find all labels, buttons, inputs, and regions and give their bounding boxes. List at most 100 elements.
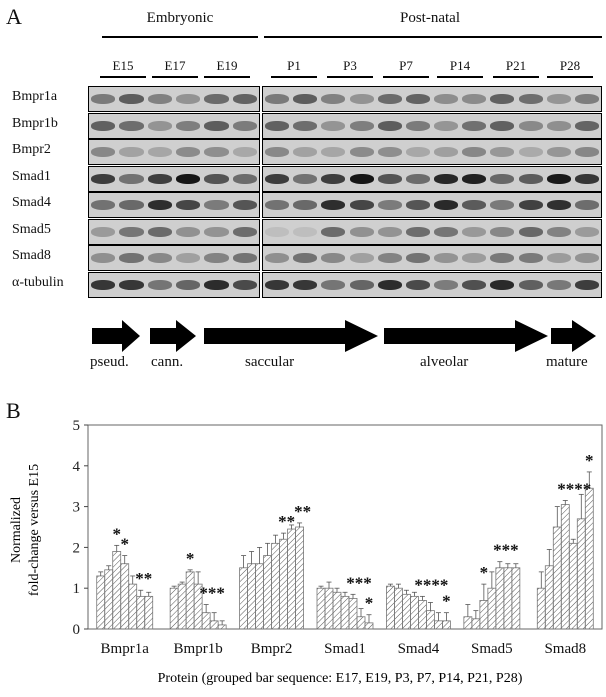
x-tick-label: Bmpr2 bbox=[251, 641, 293, 657]
x-tick-label: Smad1 bbox=[324, 641, 366, 657]
bar bbox=[112, 551, 122, 630]
blot-band bbox=[293, 173, 318, 184]
blot-band bbox=[546, 94, 571, 104]
blot-band bbox=[405, 279, 430, 290]
blot-band bbox=[349, 253, 374, 263]
blot-row-label: Smad4 bbox=[12, 195, 51, 210]
blot-band bbox=[490, 279, 515, 290]
blot-band bbox=[490, 94, 515, 104]
blot-band bbox=[232, 147, 257, 157]
blot-band bbox=[265, 120, 290, 131]
blot-band bbox=[147, 147, 172, 157]
blot-band bbox=[518, 173, 543, 184]
stage-underline bbox=[383, 76, 429, 78]
bar bbox=[169, 587, 179, 630]
bar bbox=[544, 565, 554, 630]
bar bbox=[402, 593, 411, 630]
blot-band bbox=[91, 253, 116, 263]
blot-band bbox=[293, 94, 318, 104]
blot-band bbox=[518, 94, 543, 104]
blot-band bbox=[546, 226, 571, 237]
bar bbox=[263, 555, 272, 630]
blot-band bbox=[434, 173, 459, 184]
blot-band bbox=[293, 200, 318, 210]
bar bbox=[96, 575, 106, 630]
blot-band bbox=[265, 94, 290, 104]
blot-band bbox=[204, 94, 229, 104]
blot-band bbox=[321, 200, 346, 210]
bar bbox=[209, 620, 219, 630]
significance-star: * bbox=[442, 592, 451, 611]
blot-band bbox=[204, 120, 229, 131]
blot-band bbox=[265, 200, 290, 210]
blot-band bbox=[91, 147, 116, 157]
stage-label-p7: P7 bbox=[399, 58, 413, 73]
blot-postnatal-box bbox=[262, 192, 602, 218]
blot-embryonic-box bbox=[88, 112, 260, 139]
blot-embryonic-box bbox=[88, 218, 260, 245]
blot-band bbox=[321, 173, 346, 184]
blot-band bbox=[147, 226, 172, 237]
blot-band bbox=[91, 226, 116, 237]
y-tick-label: 3 bbox=[73, 500, 81, 516]
blot-band bbox=[176, 147, 201, 157]
phase-pseud: pseud. bbox=[90, 354, 129, 370]
bar bbox=[560, 504, 570, 630]
stage-label-e15: E15 bbox=[112, 58, 134, 73]
blot-band bbox=[119, 200, 144, 210]
stage-label-p21: P21 bbox=[505, 58, 527, 73]
stage-underline bbox=[547, 76, 593, 78]
blot-band bbox=[377, 279, 402, 290]
blot-band bbox=[91, 200, 116, 210]
significance-star: * bbox=[365, 594, 374, 613]
blot-band bbox=[147, 94, 172, 104]
bar bbox=[136, 595, 146, 630]
bar bbox=[177, 583, 187, 630]
blot-band bbox=[147, 173, 172, 184]
blot-band bbox=[546, 200, 571, 210]
blot-band bbox=[518, 120, 543, 131]
bar bbox=[316, 587, 326, 630]
y-tick-label: 2 bbox=[73, 540, 81, 556]
panel-a-letter: A bbox=[6, 4, 22, 29]
blot-band bbox=[377, 253, 402, 263]
blot-band bbox=[434, 200, 459, 210]
stage-label-p14: P14 bbox=[449, 58, 471, 73]
blot-embryonic-box bbox=[88, 86, 260, 112]
significance-star: * bbox=[120, 535, 129, 554]
blot-band bbox=[546, 173, 571, 184]
x-tick-label: Smad4 bbox=[398, 641, 440, 657]
stage-underline bbox=[271, 76, 317, 78]
bar bbox=[511, 567, 521, 630]
bar bbox=[287, 528, 296, 630]
blot-embryonic-box bbox=[88, 192, 260, 218]
blot-band bbox=[349, 94, 374, 104]
blot-band bbox=[546, 253, 571, 263]
blot-band bbox=[349, 279, 374, 290]
blot-band bbox=[434, 94, 459, 104]
bar bbox=[332, 591, 342, 630]
bar-chart: 0 1 2 3 4 5 Bmpr1a Bmpr1b Bmpr2 Smad1 Smad4 Smad5 Sm… bbox=[9, 418, 603, 686]
blot-band bbox=[176, 279, 201, 290]
significance-star: *** bbox=[199, 584, 225, 603]
bar bbox=[584, 487, 594, 630]
blot-band bbox=[91, 173, 116, 184]
bar bbox=[239, 567, 248, 630]
blot-band bbox=[293, 120, 318, 131]
blot-band bbox=[119, 226, 144, 237]
blot-band bbox=[462, 253, 487, 263]
significance-star: ** bbox=[135, 569, 152, 588]
bar bbox=[348, 597, 358, 630]
bar bbox=[536, 587, 546, 630]
blot-band bbox=[349, 147, 374, 157]
blot-band bbox=[265, 147, 290, 157]
bar bbox=[434, 620, 443, 630]
blot-band bbox=[434, 120, 459, 131]
blot-band bbox=[321, 253, 346, 263]
blot-postnatal-box bbox=[262, 245, 602, 271]
blot-band bbox=[321, 94, 346, 104]
blot-band bbox=[405, 173, 430, 184]
significance-star: *** bbox=[493, 541, 519, 560]
blot-row-label: Smad1 bbox=[12, 168, 51, 184]
blot-band bbox=[546, 147, 571, 157]
